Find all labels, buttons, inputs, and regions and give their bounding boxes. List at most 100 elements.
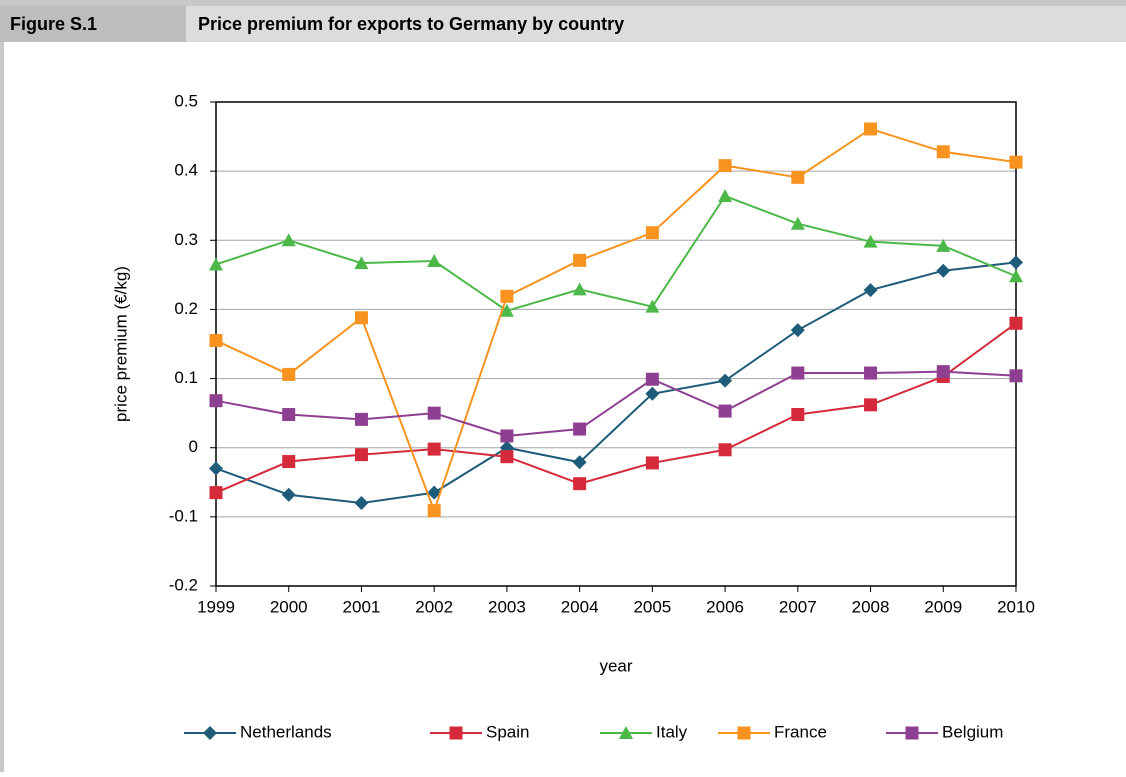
- data-point: [427, 406, 441, 420]
- y-tick-label: -0.2: [169, 575, 198, 594]
- data-point: [864, 398, 878, 412]
- y-tick-label: 0.1: [174, 368, 198, 387]
- data-point: [936, 145, 950, 159]
- y-tick-label: 0.4: [174, 161, 198, 180]
- data-point: [281, 233, 296, 247]
- data-point: [936, 263, 951, 278]
- data-point: [499, 303, 514, 317]
- data-point: [1009, 255, 1023, 270]
- data-point: [281, 487, 296, 502]
- data-point: [1009, 316, 1023, 330]
- x-tick-label: 2007: [779, 597, 817, 616]
- data-point: [718, 404, 732, 418]
- legend-label: Belgium: [942, 722, 1003, 741]
- figure-label: Figure S.1: [10, 14, 97, 34]
- label-box: [0, 6, 186, 42]
- chart-title: Price premium for exports to Germany by …: [198, 14, 624, 34]
- y-axis-label: price premium (€/kg): [111, 266, 130, 422]
- data-point: [427, 504, 441, 518]
- legend-marker: [619, 726, 633, 739]
- data-point: [354, 496, 369, 511]
- data-point: [573, 477, 587, 491]
- data-point: [572, 282, 587, 296]
- y-tick-label: 0.5: [174, 91, 198, 110]
- legend-marker: [203, 726, 217, 740]
- data-point: [500, 450, 514, 464]
- data-point: [282, 367, 296, 381]
- data-point: [209, 334, 223, 348]
- x-tick-label: 2004: [561, 597, 599, 616]
- legend-label: Italy: [656, 722, 688, 741]
- data-point: [282, 408, 296, 422]
- data-point: [645, 456, 659, 470]
- data-point: [427, 254, 442, 268]
- data-point: [645, 372, 659, 386]
- data-point: [354, 256, 369, 270]
- data-point: [209, 486, 223, 500]
- left-rule: [0, 42, 4, 772]
- data-point: [209, 257, 223, 271]
- data-point: [427, 442, 441, 456]
- legend-marker: [737, 726, 751, 740]
- top-rule: [0, 0, 1126, 6]
- data-point: [718, 373, 733, 388]
- data-point: [718, 443, 732, 457]
- data-point: [936, 365, 950, 379]
- x-tick-label: 2008: [852, 597, 890, 616]
- x-tick-label: 2009: [924, 597, 962, 616]
- data-point: [573, 253, 587, 267]
- data-point: [791, 408, 805, 422]
- x-tick-label: 2005: [633, 597, 671, 616]
- data-point: [791, 170, 805, 184]
- legend-label: Netherlands: [240, 722, 332, 741]
- data-point: [427, 485, 442, 500]
- legend-marker: [905, 726, 919, 740]
- series-line: [215, 127, 1017, 514]
- y-tick-label: 0: [189, 437, 198, 456]
- x-axis-label: year: [599, 656, 632, 675]
- legend-label: France: [774, 722, 827, 741]
- x-tick-label: 2010: [997, 597, 1035, 616]
- data-point: [354, 311, 368, 325]
- data-point: [1009, 269, 1023, 283]
- series-line: [215, 370, 1017, 437]
- series-line: [215, 322, 1017, 494]
- data-point: [791, 366, 805, 380]
- plot-frame: [215, 101, 1017, 587]
- data-point: [1009, 369, 1023, 383]
- data-point: [573, 422, 587, 436]
- x-tick-label: 2000: [270, 597, 308, 616]
- data-point: [863, 283, 878, 298]
- data-point: [282, 455, 296, 469]
- x-tick-label: 2006: [706, 597, 744, 616]
- x-tick-label: 2002: [415, 597, 453, 616]
- y-tick-label: -0.1: [169, 506, 198, 525]
- data-point: [645, 226, 659, 240]
- series-line: [215, 194, 1017, 312]
- legend-marker: [449, 726, 463, 740]
- data-point: [790, 323, 805, 338]
- data-point: [354, 448, 368, 462]
- data-point: [790, 216, 805, 230]
- data-point: [572, 455, 587, 470]
- data-point: [500, 429, 514, 443]
- data-point: [864, 366, 878, 380]
- y-tick-label: 0.2: [174, 299, 198, 318]
- x-tick-label: 2001: [343, 597, 381, 616]
- y-tick-label: 0.3: [174, 230, 198, 249]
- data-point: [209, 394, 223, 408]
- data-point: [718, 159, 732, 173]
- data-point: [500, 289, 514, 303]
- data-point: [209, 461, 223, 476]
- series-line: [215, 261, 1017, 505]
- data-point: [354, 412, 368, 426]
- data-point: [645, 386, 660, 401]
- data-point: [936, 238, 951, 252]
- data-point: [645, 299, 660, 313]
- data-point: [718, 189, 733, 203]
- x-tick-label: 1999: [197, 597, 235, 616]
- title-box: [186, 6, 1126, 42]
- data-point: [864, 122, 878, 136]
- x-tick-label: 2003: [488, 597, 526, 616]
